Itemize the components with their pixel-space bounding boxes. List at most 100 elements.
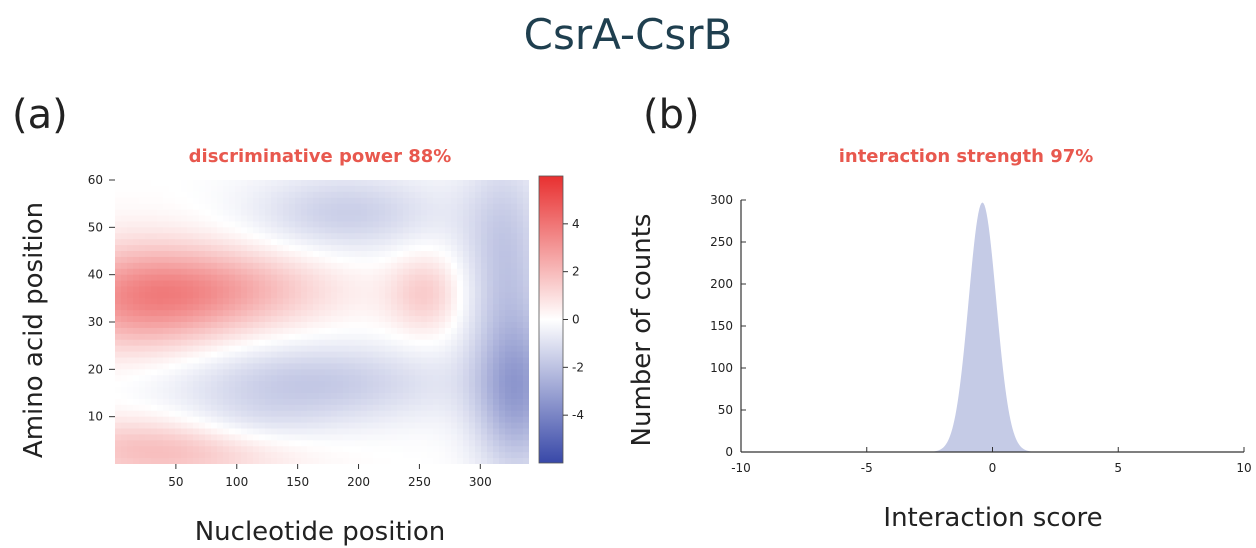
heatmap-cell: [121, 245, 128, 252]
heatmap-cell: [205, 209, 212, 217]
heatmap-cell: [271, 351, 278, 359]
heatmap-cell: [145, 298, 152, 305]
heatmap-cell: [343, 339, 350, 347]
heatmap-cell: [265, 203, 272, 211]
heatmap-cell: [385, 345, 392, 353]
heatmap-cell: [337, 262, 344, 270]
heatmap-cell: [115, 428, 122, 436]
heatmap-cell: [313, 191, 320, 199]
heatmap-cell: [451, 180, 458, 187]
heatmap-cell: [373, 191, 380, 199]
heatmap-cell: [517, 398, 524, 406]
heatmap-cell: [265, 458, 272, 464]
heatmap-cell: [487, 180, 494, 187]
heatmap-cell: [205, 191, 212, 199]
heatmap-cell: [289, 404, 296, 412]
heatmap-cell: [157, 215, 164, 223]
heatmap-cell: [217, 363, 224, 370]
heatmap-cell: [199, 387, 206, 394]
heatmap-cell: [217, 369, 224, 376]
heatmap-cell: [379, 428, 386, 436]
heatmap-cell: [145, 227, 152, 234]
heatmap-cell: [451, 286, 458, 294]
heatmap-cell: [259, 404, 266, 412]
heatmap-cell: [445, 286, 452, 294]
heatmap-cell: [349, 327, 356, 335]
heatmap-cell: [265, 375, 272, 382]
heatmap-cell: [325, 327, 332, 335]
heatmap-cell: [115, 310, 122, 317]
heatmap-cell: [199, 375, 206, 382]
colorbar: [538, 175, 564, 464]
heatmap-cell: [115, 274, 122, 282]
heatmap-cell: [367, 322, 374, 329]
heatmap-cell: [247, 428, 254, 436]
heatmap-cell: [271, 393, 278, 400]
heatmap-cell: [409, 286, 416, 294]
heatmap-cell: [163, 393, 170, 400]
heatmap-cell: [355, 221, 362, 228]
heatmap-cell: [481, 274, 488, 282]
heatmap-cell: [235, 363, 242, 370]
heatmap-cell: [223, 185, 230, 193]
heatmap-cell: [151, 239, 158, 246]
heatmap-cell: [181, 375, 188, 382]
heatmap-cell: [169, 357, 176, 365]
heatmap-cell: [427, 458, 434, 464]
heatmap-cell: [253, 387, 260, 394]
heatmap-cell: [217, 428, 224, 436]
heatmap-cell: [193, 304, 200, 311]
heatmap-cell: [373, 339, 380, 347]
heatmap-cell: [415, 227, 422, 234]
heatmap-cell: [487, 233, 494, 240]
heatmap-cell: [475, 345, 482, 353]
heatmap-cell: [523, 387, 529, 394]
heatmap-cell: [523, 398, 529, 406]
heatmap-cell: [277, 191, 284, 199]
heatmap-cell: [151, 458, 158, 464]
heatmap-cell: [271, 185, 278, 193]
heatmap-cell: [427, 227, 434, 234]
heatmap-cell: [319, 245, 326, 252]
heatmap-cell: [385, 286, 392, 294]
heatmap-cell: [325, 422, 332, 430]
heatmap-cell: [277, 245, 284, 252]
heatmap-cell: [397, 292, 404, 299]
heatmap-cell: [295, 233, 302, 240]
heatmap-cell: [475, 387, 482, 394]
heatmap-cell: [409, 434, 416, 441]
heatmap-cell: [409, 422, 416, 430]
heatmap-cell: [223, 452, 230, 459]
heatmap-cell: [163, 452, 170, 459]
heatmap-cell: [415, 280, 422, 288]
heatmap-cell: [415, 197, 422, 205]
heatmap-cell: [517, 416, 524, 424]
heatmap-cell: [193, 274, 200, 282]
heatmap-cell: [181, 280, 188, 288]
heatmap-cell: [145, 422, 152, 430]
heatmap-cell: [139, 398, 146, 406]
heatmap-cell: [457, 251, 464, 258]
heatmap-cell: [223, 398, 230, 406]
heatmap-cell: [253, 268, 260, 276]
heatmap-cell: [265, 446, 272, 453]
heatmap-cell: [229, 375, 236, 382]
heatmap-cell: [175, 410, 182, 418]
heatmap-cell: [397, 351, 404, 359]
heatmap-cell: [127, 256, 134, 264]
heatmap-cell: [289, 209, 296, 217]
heatmap-cell: [259, 215, 266, 223]
heatmap-cell: [271, 262, 278, 270]
heatmap-cell: [319, 339, 326, 347]
heatmap-cell: [289, 239, 296, 246]
heatmap-cell: [463, 357, 470, 365]
heatmap-cell: [511, 322, 518, 329]
heatmap-cell: [235, 298, 242, 305]
heatmap-cell: [451, 422, 458, 430]
heatmap-y-tick-label: 40: [88, 268, 103, 282]
heatmap-cell: [331, 363, 338, 370]
heatmap-cell: [217, 422, 224, 430]
heatmap-cell: [259, 251, 266, 258]
heatmap-cell: [205, 239, 212, 246]
heatmap-cell: [415, 369, 422, 376]
